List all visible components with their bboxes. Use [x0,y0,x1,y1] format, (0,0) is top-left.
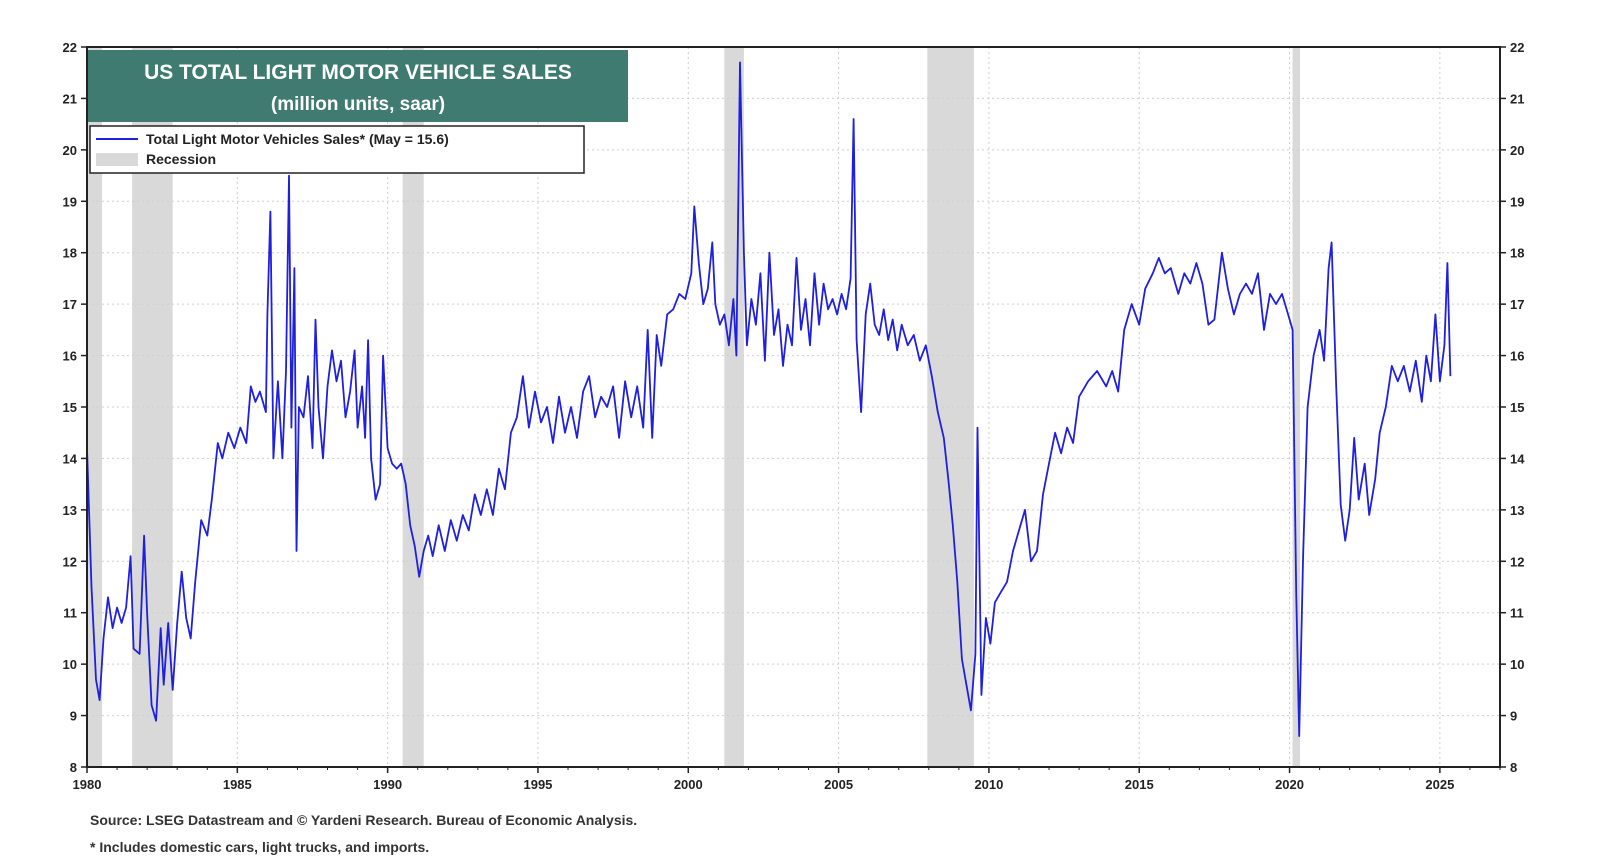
x-tick-label-2015: 2015 [1125,777,1154,792]
y-tick-label-left-19: 19 [63,194,77,209]
y-tick-label-right-18: 18 [1510,246,1524,261]
y-tick-label-left-14: 14 [63,451,78,466]
y-tick-label-left-9: 9 [70,709,77,724]
legend-box [89,125,585,174]
y-tick-label-left-15: 15 [63,400,77,415]
y-tick-label-right-15: 15 [1510,400,1524,415]
y-tick-label-left-12: 12 [63,554,77,569]
recession-band-6 [1292,47,1301,767]
x-tick-label-1985: 1985 [223,777,252,792]
x-tick-label-1980: 1980 [73,777,102,792]
legend-recession-swatch [96,153,138,166]
x-tick-label-2025: 2025 [1425,777,1454,792]
x-tick-label-2010: 2010 [974,777,1003,792]
legend-label-sales: Total Light Motor Vehicles Sales* (May =… [146,131,449,147]
y-tick-label-left-18: 18 [63,246,77,261]
x-tick-label-2005: 2005 [824,777,853,792]
y-tick-label-left-8: 8 [70,760,77,775]
y-tick-label-left-22: 22 [63,40,77,55]
x-tick-label-2020: 2020 [1275,777,1304,792]
source-note: Source: LSEG Datastream and © Yardeni Re… [90,812,637,828]
y-tick-label-right-22: 22 [1510,40,1524,55]
y-tick-label-right-17: 17 [1510,297,1524,312]
y-tick-label-right-16: 16 [1510,349,1524,364]
title-background [88,50,628,122]
x-tick-label-1990: 1990 [373,777,402,792]
x-tick-label-1995: 1995 [523,777,552,792]
legend: Total Light Motor Vehicles Sales* (May =… [89,125,585,174]
axes: 8 8 9 9 10 10 11 11 12 12 13 13 14 14 15 15 16 16 17 17 18 18… [63,40,1526,792]
chart-subtitle: (million units, saar) [271,94,445,115]
chart-title: US TOTAL LIGHT MOTOR VEHICLE SALES [144,61,572,84]
y-tick-label-right-11: 11 [1510,606,1524,621]
series-line-1 [86,61,1452,737]
y-tick-label-left-21: 21 [63,91,77,106]
y-tick-label-left-20: 20 [63,143,77,158]
y-tick-label-right-21: 21 [1510,91,1524,106]
series-lines [86,61,1452,737]
y-tick-label-right-20: 20 [1510,143,1524,158]
y-tick-label-right-14: 14 [1510,451,1525,466]
y-tick-label-right-9: 9 [1510,709,1517,724]
y-tick-label-right-19: 19 [1510,194,1524,209]
y-tick-label-left-10: 10 [63,657,77,672]
y-tick-label-right-12: 12 [1510,554,1524,569]
y-tick-label-left-13: 13 [63,503,77,518]
recession-band-4 [724,47,744,767]
title-box: US TOTAL LIGHT MOTOR VEHICLE SALES (mill… [88,50,628,122]
footnote: * Includes domestic cars, light trucks, … [90,839,429,855]
x-tick-label-2000: 2000 [674,777,703,792]
y-tick-label-left-11: 11 [63,606,77,621]
recession-band-5 [927,47,974,767]
y-tick-label-left-17: 17 [63,297,77,312]
y-tick-label-right-13: 13 [1510,503,1524,518]
y-tick-label-left-16: 16 [63,349,77,364]
y-tick-label-right-10: 10 [1510,657,1524,672]
legend-label-recession: Recession [146,151,216,167]
y-tick-label-right-8: 8 [1510,760,1517,775]
